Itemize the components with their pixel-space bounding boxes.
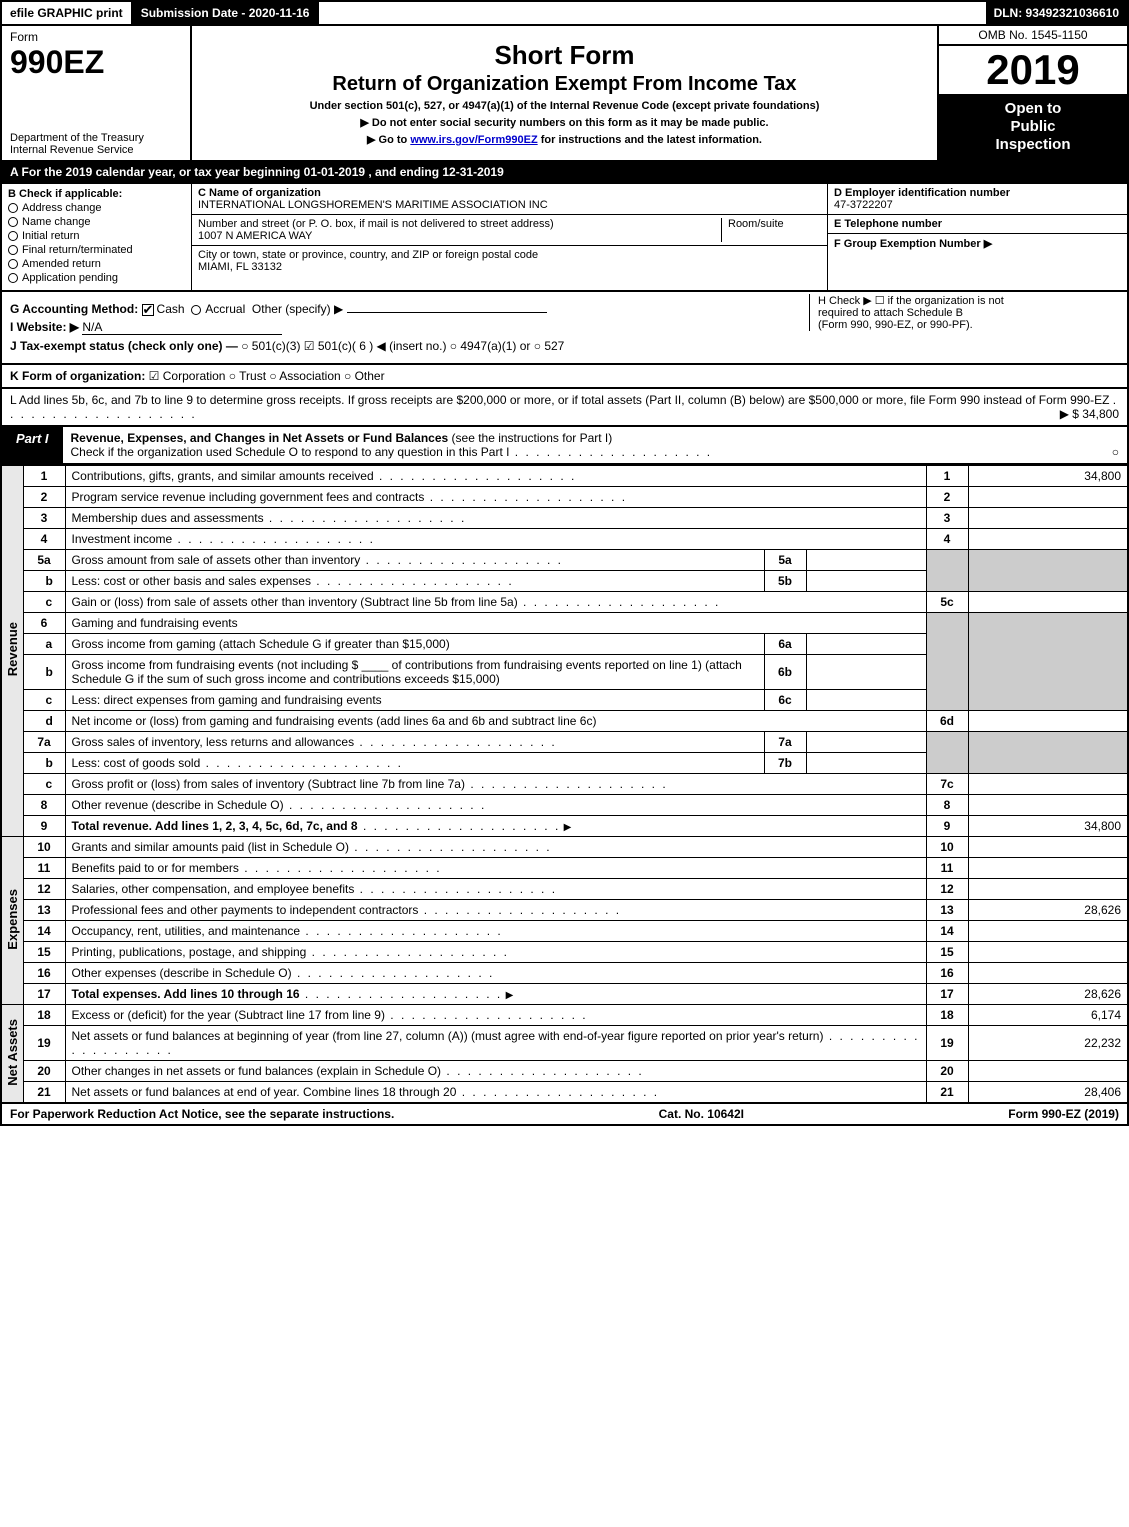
amt-13: 28,626 (968, 900, 1128, 921)
amt-17: 28,626 (968, 984, 1128, 1005)
part-1-table: Revenue 1 Contributions, gifts, grants, … (0, 465, 1129, 1104)
dept-treasury: Department of the Treasury Internal Reve… (10, 132, 182, 156)
table-row: 2 Program service revenue including gove… (1, 487, 1128, 508)
section-h: H Check ▶ ☐ if the organization is not r… (809, 294, 1119, 331)
website-value: N/A (82, 320, 282, 335)
chk-amended-return[interactable]: Amended return (8, 258, 185, 270)
header-right: OMB No. 1545-1150 2019 Open to Public In… (937, 26, 1127, 160)
omb-number: OMB No. 1545-1150 (939, 26, 1127, 46)
line-a-tax-year: A For the 2019 calendar year, or tax yea… (0, 162, 1129, 184)
subtitle-ssn: ▶ Do not enter social security numbers o… (200, 116, 929, 129)
j-options: ○ 501(c)(3) ☑ 501(c)( 6 ) ◀ (insert no.)… (241, 339, 564, 353)
table-row: c Gain or (loss) from sale of assets oth… (1, 592, 1128, 613)
line-l: L Add lines 5b, 6c, and 7b to line 9 to … (0, 389, 1129, 427)
chk-name-change[interactable]: Name change (8, 216, 185, 228)
d-ein-label: D Employer identification number (834, 187, 1121, 199)
table-row: 7a Gross sales of inventory, less return… (1, 732, 1128, 753)
table-row: 3 Membership dues and assessments 3 (1, 508, 1128, 529)
table-row: 13 Professional fees and other payments … (1, 900, 1128, 921)
part-1-check[interactable]: ○ (1112, 445, 1119, 459)
title-return: Return of Organization Exempt From Incom… (200, 73, 929, 96)
table-row: 6 Gaming and fundraising events (1, 613, 1128, 634)
section-c: C Name of organization INTERNATIONAL LON… (192, 184, 827, 290)
table-row: 4 Investment income 4 (1, 529, 1128, 550)
table-row: Revenue 1 Contributions, gifts, grants, … (1, 466, 1128, 487)
table-row: 9 Total revenue. Add lines 1, 2, 3, 4, 5… (1, 816, 1128, 837)
irs-link[interactable]: www.irs.gov/Form990EZ (410, 134, 537, 146)
subtitle-goto: ▶ Go to www.irs.gov/Form990EZ for instru… (200, 133, 929, 146)
c-addr-label: Number and street (or P. O. box, if mail… (198, 218, 721, 230)
c-city-value: MIAMI, FL 33132 (198, 261, 821, 273)
footer-mid: Cat. No. 10642I (659, 1107, 744, 1121)
part-1-title: Revenue, Expenses, and Changes in Net As… (63, 427, 1127, 463)
part-1-header: Part I Revenue, Expenses, and Changes in… (0, 427, 1129, 465)
efile-print[interactable]: efile GRAPHIC print (2, 2, 133, 24)
table-row: Net Assets 18 Excess or (deficit) for th… (1, 1005, 1128, 1026)
section-expenses: Expenses (1, 837, 23, 1005)
section-revenue: Revenue (1, 466, 23, 837)
section-def: D Employer identification number 47-3722… (827, 184, 1127, 290)
info-row: B Check if applicable: Address change Na… (0, 184, 1129, 292)
table-row: 5a Gross amount from sale of assets othe… (1, 550, 1128, 571)
top-bar: efile GRAPHIC print Submission Date - 20… (0, 0, 1129, 26)
tax-year: 2019 (939, 46, 1127, 94)
table-row: 20 Other changes in net assets or fund b… (1, 1061, 1128, 1082)
c-name-value: INTERNATIONAL LONGSHOREMEN'S MARITIME AS… (198, 199, 821, 211)
line-l-amount: ▶ $ 34,800 (1060, 407, 1119, 421)
page-footer: For Paperwork Reduction Act Notice, see … (0, 1104, 1129, 1126)
table-row: c Gross profit or (loss) from sales of i… (1, 774, 1128, 795)
chk-cash[interactable] (142, 304, 154, 316)
footer-left: For Paperwork Reduction Act Notice, see … (10, 1107, 394, 1121)
chk-accrual[interactable] (191, 305, 201, 315)
chk-address-change[interactable]: Address change (8, 202, 185, 214)
table-row: 14 Occupancy, rent, utilities, and maint… (1, 921, 1128, 942)
subtitle-code: Under section 501(c), 527, or 4947(a)(1)… (200, 100, 929, 112)
c-name-label: C Name of organization (198, 187, 821, 199)
form-header: Form 990EZ Department of the Treasury In… (0, 26, 1129, 162)
table-row: 21 Net assets or fund balances at end of… (1, 1082, 1128, 1104)
table-row: 12 Salaries, other compensation, and emp… (1, 879, 1128, 900)
chk-final-return[interactable]: Final return/terminated (8, 244, 185, 256)
table-row: 19 Net assets or fund balances at beginn… (1, 1026, 1128, 1061)
table-row: 11 Benefits paid to or for members 11 (1, 858, 1128, 879)
section-b-checkboxes: B Check if applicable: Address change Na… (2, 184, 192, 290)
table-row: 8 Other revenue (describe in Schedule O)… (1, 795, 1128, 816)
form-number: 990EZ (10, 44, 182, 81)
amt-21: 28,406 (968, 1082, 1128, 1104)
header-center: Short Form Return of Organization Exempt… (192, 26, 937, 160)
e-phone-label: E Telephone number (834, 218, 1121, 230)
line-k: K Form of organization: ☑ Corporation ○ … (0, 365, 1129, 389)
d-ein-value: 47-3722207 (834, 199, 1121, 211)
amt-1: 34,800 (968, 466, 1128, 487)
meta-block: H Check ▶ ☐ if the organization is not r… (0, 292, 1129, 365)
chk-initial-return[interactable]: Initial return (8, 230, 185, 242)
form-label: Form (10, 30, 182, 44)
line-j: J Tax-exempt status (check only one) — ○… (10, 339, 1119, 353)
amt-9: 34,800 (968, 816, 1128, 837)
open-public-inspection: Open to Public Inspection (939, 94, 1127, 160)
part-1-label: Part I (2, 427, 63, 463)
table-row: d Net income or (loss) from gaming and f… (1, 711, 1128, 732)
section-netassets: Net Assets (1, 1005, 23, 1104)
table-row: Expenses 10 Grants and similar amounts p… (1, 837, 1128, 858)
title-short-form: Short Form (200, 40, 929, 71)
chk-application-pending[interactable]: Application pending (8, 272, 185, 284)
amt-18: 6,174 (968, 1005, 1128, 1026)
c-city-label: City or town, state or province, country… (198, 249, 821, 261)
amt-19: 22,232 (968, 1026, 1128, 1061)
room-suite-label: Room/suite (721, 218, 821, 242)
table-row: 16 Other expenses (describe in Schedule … (1, 963, 1128, 984)
c-addr-value: 1007 N AMERICA WAY (198, 230, 721, 242)
table-row: 15 Printing, publications, postage, and … (1, 942, 1128, 963)
dln: DLN: 93492321036610 (986, 2, 1127, 24)
submission-date: Submission Date - 2020-11-16 (133, 2, 320, 24)
table-row: 17 Total expenses. Add lines 10 through … (1, 984, 1128, 1005)
header-left: Form 990EZ Department of the Treasury In… (2, 26, 192, 160)
footer-right: Form 990-EZ (2019) (1008, 1107, 1119, 1121)
f-group-label: F Group Exemption Number ▶ (834, 237, 1121, 250)
